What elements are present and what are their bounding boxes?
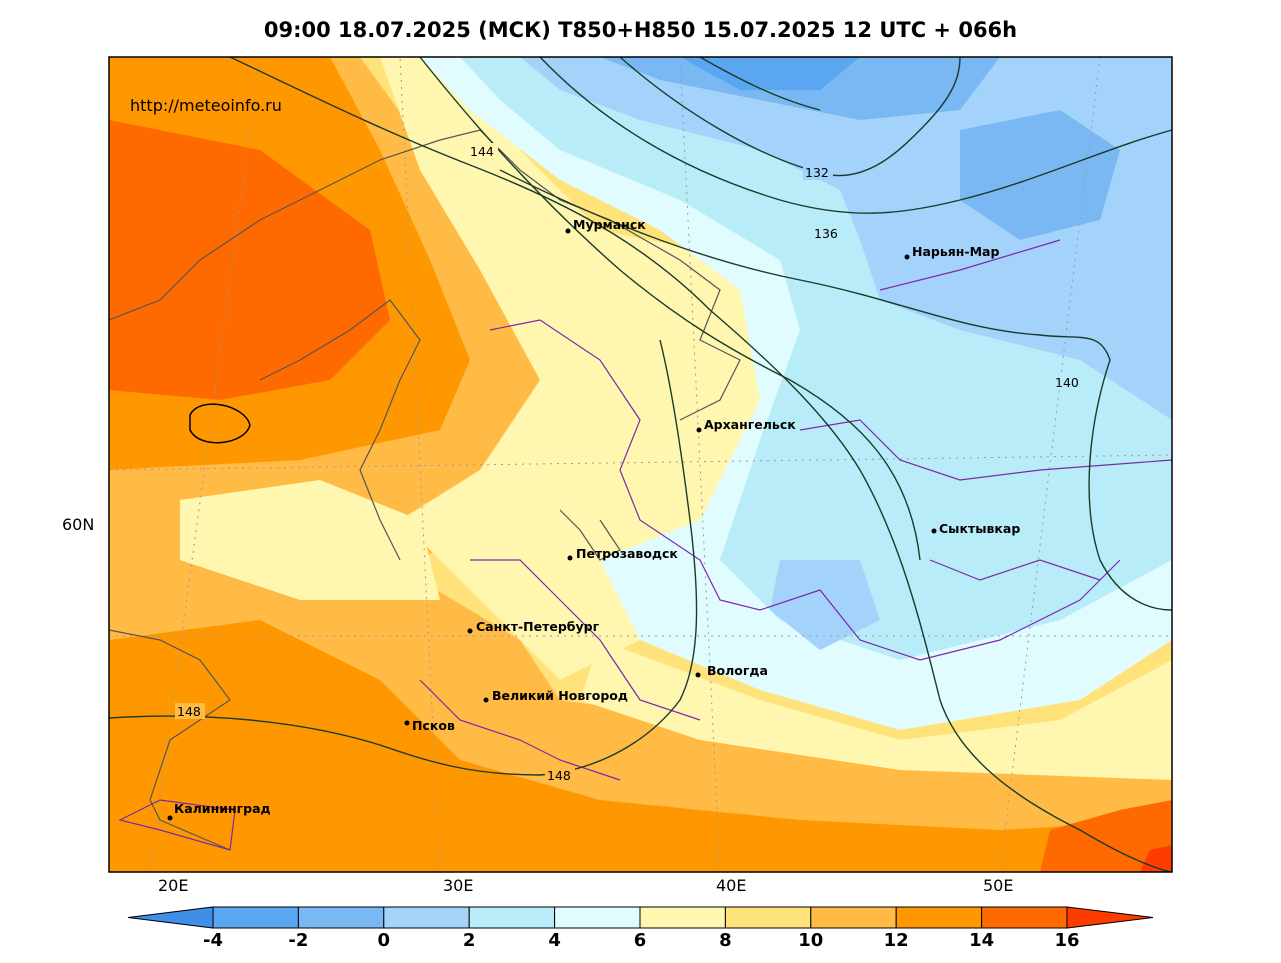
longitude-label-30e: 30E [443, 876, 474, 895]
geopotential-contours [108, 56, 1173, 873]
svg-text:136: 136 [814, 226, 838, 241]
svg-text:Архангельск: Архангельск [704, 417, 796, 432]
city-vologda: Вологда [695, 663, 768, 678]
svg-text:Великий Новгород: Великий Новгород [492, 688, 628, 703]
colorbar-segment [468, 906, 556, 929]
colorbar-segment [383, 906, 470, 929]
colorbar-segment [554, 906, 641, 929]
svg-text:Мурманск: Мурманск [573, 217, 646, 232]
colorbar-tick-label: 8 [719, 930, 732, 951]
map-frame [108, 56, 1173, 873]
contour-label-132: 132 [803, 164, 833, 180]
map-title: 09:00 18.07.2025 (МСК) T850+H850 15.07.2… [263, 18, 1018, 42]
colorbar-segment [810, 906, 897, 929]
colorbar-extend-high [1066, 906, 1154, 929]
svg-text:140: 140 [1055, 375, 1079, 390]
graticule [108, 56, 1173, 873]
longitude-label-20e: 20E [158, 876, 189, 895]
svg-text:132: 132 [805, 165, 829, 180]
colorbar-extend-low [127, 906, 214, 929]
colorbar-segment [639, 906, 726, 929]
colorbar-segment [724, 906, 812, 929]
colorbar-tick-label: -4 [203, 930, 223, 951]
svg-text:144: 144 [470, 144, 494, 159]
city-arkhangelsk: Архангельск [696, 417, 796, 433]
svg-text:Сыктывкар: Сыктывкар [939, 521, 1020, 536]
svg-text:Вологда: Вологда [707, 663, 768, 678]
colorbar-tick-label: 4 [548, 930, 561, 951]
colorbar-segment [212, 906, 299, 929]
colorbar-tick-label: 10 [798, 930, 824, 951]
contour-label-144: 144 [468, 143, 498, 159]
colorbar-tick-label: 2 [462, 930, 476, 951]
city-pskov: Псков [404, 718, 455, 733]
longitude-label-50e: 50E [983, 876, 1014, 895]
svg-text:Санкт-Петербург: Санкт-Петербург [476, 619, 600, 634]
city-syktyvkar: Сыктывкар [931, 521, 1020, 536]
latitude-label-60n: 60N [62, 515, 95, 534]
temperature-field [109, 57, 1172, 872]
contour-label-148-west: 148 [175, 703, 205, 719]
svg-text:148: 148 [177, 704, 201, 719]
colorbar-tick-label: 6 [633, 930, 647, 951]
colorbar-tick-label: 12 [883, 930, 909, 951]
source-url[interactable]: http://meteoinfo.ru [130, 96, 282, 115]
coastlines [108, 129, 741, 851]
contour-label-148-center: 148 [545, 767, 575, 783]
svg-text:Нарьян-Мар: Нарьян-Мар [912, 244, 999, 259]
colorbar-segment [297, 906, 385, 929]
contour-label-136: 136 [812, 225, 842, 241]
city-murmansk: Мурманск [565, 217, 646, 234]
city-petrozavodsk: Петрозаводск [567, 546, 678, 561]
colorbar-segment [981, 906, 1068, 929]
colorbar-segment [895, 906, 983, 929]
colorbar-tick-label: 0 [377, 930, 391, 951]
colorbar-tick-label: -2 [288, 930, 309, 951]
svg-text:Калининград: Калининград [174, 801, 271, 816]
city-veliky-novgorod: Великий Новгород [483, 688, 628, 703]
svg-text:Псков: Псков [412, 718, 455, 733]
svg-text:148: 148 [547, 768, 571, 783]
city-kaliningrad: Калининград [167, 801, 271, 821]
contour-label-140: 140 [1053, 374, 1083, 390]
svg-text:Петрозаводск: Петрозаводск [576, 546, 678, 561]
city-saint-petersburg: Санкт-Петербург [467, 619, 600, 634]
city-naryan-mar: Нарьян-Мар [904, 244, 999, 260]
longitude-label-40e: 40E [716, 876, 747, 895]
colorbar [127, 906, 1154, 929]
colorbar-tick-label: 16 [1054, 930, 1080, 951]
colorbar-tick-label: 14 [969, 930, 995, 951]
